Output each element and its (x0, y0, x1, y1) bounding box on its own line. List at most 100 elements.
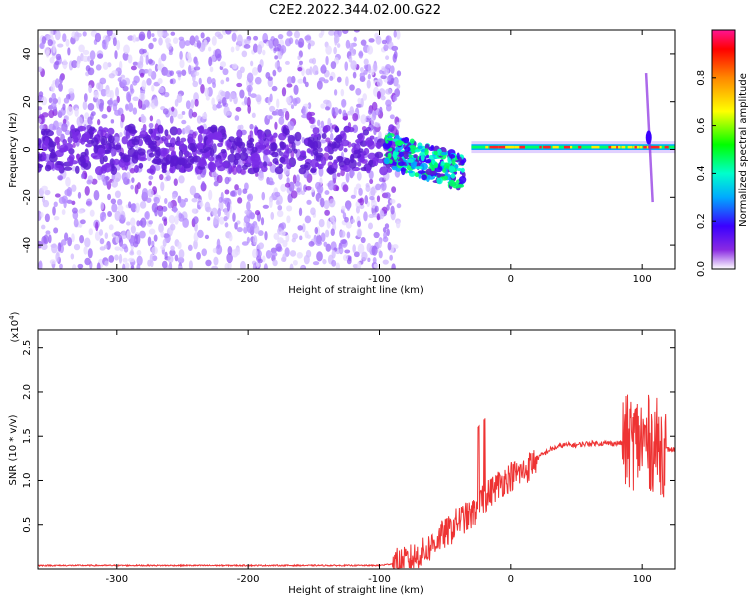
heat-cell (244, 209, 249, 215)
heat-cell (424, 148, 429, 156)
heat-cell (122, 263, 126, 269)
heat-cell (38, 138, 42, 146)
heat-cell (177, 265, 183, 269)
heat-cell (370, 68, 375, 76)
heat-cell (344, 61, 349, 71)
heat-cell (302, 76, 307, 84)
heat-cell (449, 154, 456, 159)
heat-cell (157, 208, 164, 218)
x-tick-label: -300 (105, 574, 128, 585)
heat-cell (228, 164, 233, 174)
heat-cell (396, 83, 401, 90)
heat-cell (266, 133, 274, 142)
heat-cell (96, 82, 101, 90)
heat-cell (123, 44, 130, 55)
heat-cell (148, 152, 155, 158)
heat-cell (355, 206, 360, 214)
heat-cell (189, 185, 197, 196)
heat-cell (436, 177, 443, 185)
heat-cell (41, 112, 49, 118)
heat-cell (331, 107, 336, 117)
heat-cell (356, 171, 362, 181)
heat-cell (325, 229, 330, 238)
heat-cell (48, 97, 53, 104)
heat-cell (80, 219, 86, 225)
heat-cell (239, 151, 249, 161)
heat-cell (181, 110, 186, 115)
heat-cell (148, 58, 153, 65)
heat-cell (396, 30, 401, 40)
heat-cell (99, 102, 104, 112)
heat-cell (345, 39, 351, 49)
heat-cell (369, 196, 375, 201)
heat-cell (107, 127, 115, 136)
heat-cell (83, 131, 91, 142)
heat-cell (187, 244, 193, 251)
carrier-peak (578, 145, 582, 149)
carrier-peak (617, 145, 621, 149)
heat-cell (171, 193, 177, 200)
heat-cell (136, 263, 141, 269)
heat-cell (99, 238, 105, 245)
heat-cell (421, 174, 427, 181)
heat-cell (168, 51, 173, 56)
heat-cell (272, 69, 277, 77)
heat-cell (222, 132, 227, 140)
heat-cell (417, 170, 426, 174)
heat-cell (341, 205, 346, 211)
heat-cell (120, 113, 125, 123)
heat-cell (89, 209, 95, 217)
heat-cell (82, 49, 90, 56)
heat-cell (257, 130, 266, 140)
heat-cell (179, 198, 186, 208)
x-tick-label: -100 (368, 574, 391, 585)
heat-cell (246, 236, 250, 244)
heat-cell (316, 80, 323, 90)
heat-cell (151, 255, 158, 262)
heat-cell (77, 263, 84, 269)
heat-cell (331, 249, 336, 259)
heat-cell (209, 148, 215, 158)
heat-cell (146, 78, 152, 86)
heat-cell (44, 189, 51, 196)
heat-cell (364, 195, 369, 205)
heat-cell (220, 191, 224, 203)
carrier-peak (565, 145, 570, 149)
heat-cell (118, 253, 123, 264)
heat-cell (357, 157, 366, 163)
heat-cell (306, 111, 313, 121)
heat-cell (253, 35, 259, 41)
heat-cell (348, 126, 355, 133)
heat-cell (383, 157, 390, 165)
heat-cell (138, 162, 144, 169)
heat-cell (392, 53, 397, 63)
heat-cell (72, 142, 76, 148)
snr-x-ticks: -300 -200 -100 0 100 (105, 330, 652, 585)
heat-cell (250, 93, 257, 98)
heat-cell (108, 135, 115, 144)
heat-cell (65, 38, 70, 47)
heat-cell (86, 179, 92, 185)
heat-cell (41, 36, 47, 45)
heat-cell (376, 78, 383, 87)
heat-cell (169, 126, 179, 136)
heat-cell (75, 32, 82, 38)
heat-cell (101, 39, 107, 50)
heat-cell (229, 190, 236, 197)
heat-cell (258, 242, 265, 250)
heat-cell (180, 137, 187, 143)
heat-cell (208, 189, 213, 201)
heat-cell (187, 155, 195, 166)
heat-cell (71, 184, 77, 192)
heat-cell (295, 174, 300, 183)
heat-cell (234, 115, 240, 121)
heat-cell (116, 40, 121, 51)
heat-cell (236, 82, 243, 88)
heat-cell (214, 48, 222, 59)
heat-cell (300, 190, 306, 196)
heat-cell (262, 49, 266, 56)
heat-cell (252, 248, 258, 259)
heat-cell (84, 257, 91, 266)
heat-cell (148, 128, 154, 135)
